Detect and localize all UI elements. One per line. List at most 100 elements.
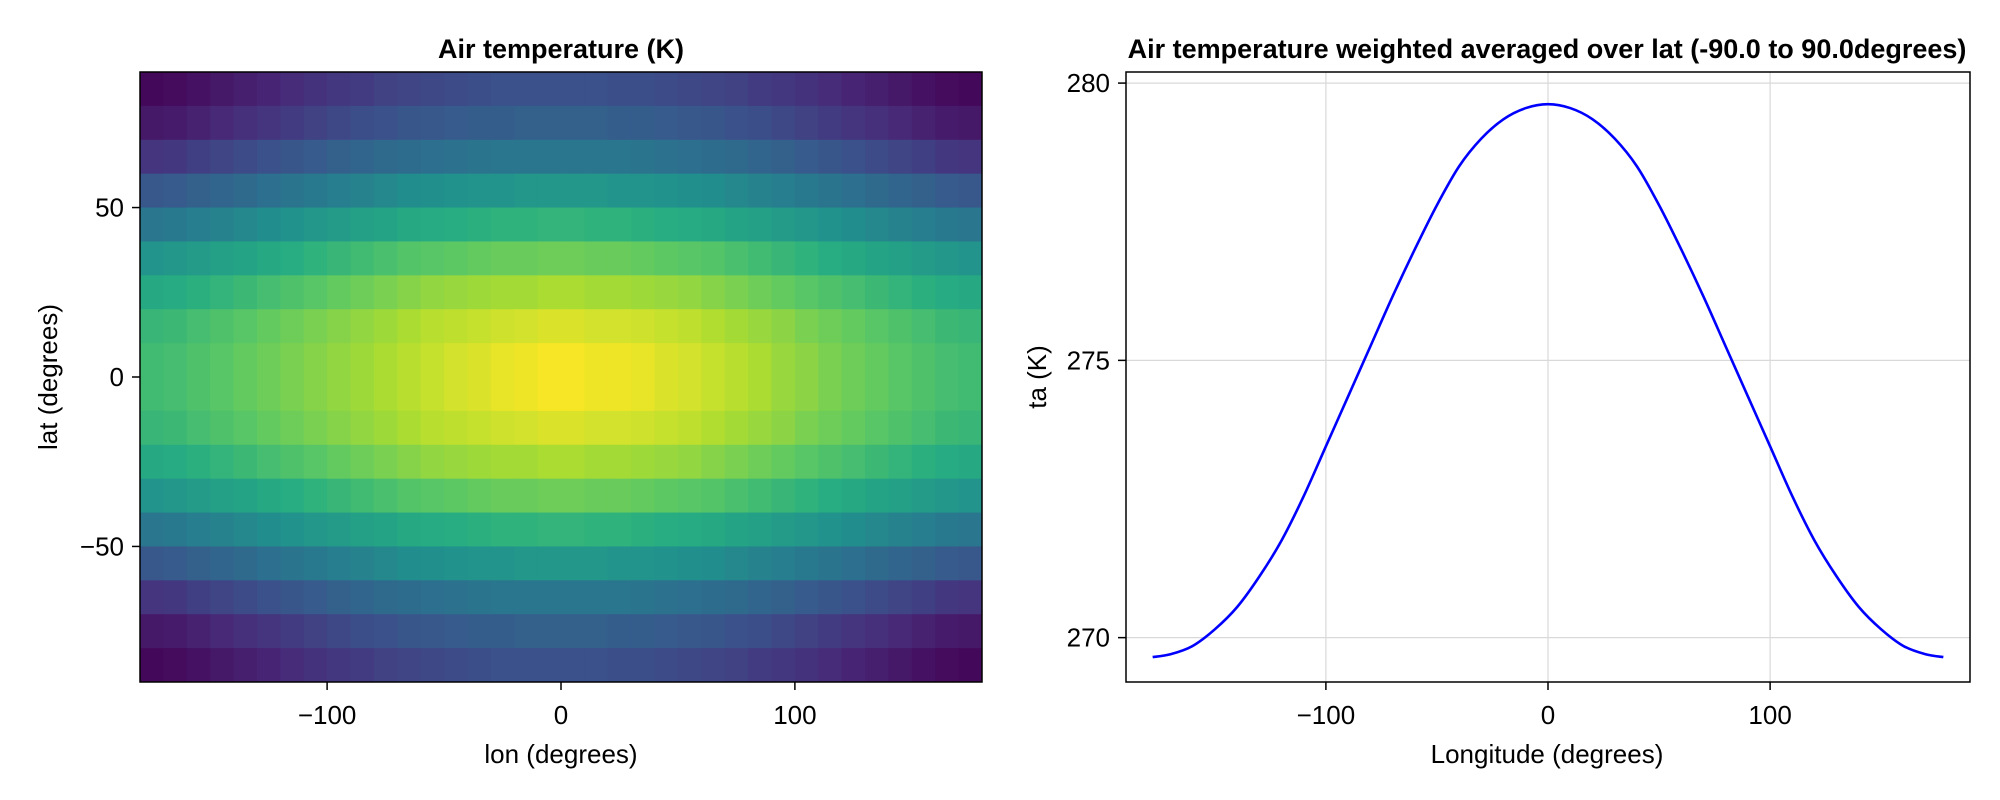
heatmap-cell bbox=[771, 377, 796, 412]
heatmap-cell bbox=[958, 173, 982, 209]
heatmap-cell bbox=[444, 648, 469, 682]
heatmap-cell bbox=[140, 648, 165, 682]
heatmap-x-tick-label: −100 bbox=[298, 700, 357, 730]
heatmap-cell bbox=[865, 105, 890, 141]
heatmap-cell bbox=[631, 139, 656, 175]
heatmap-cell bbox=[818, 614, 843, 649]
heatmap-cell bbox=[397, 173, 422, 209]
heatmap-cell bbox=[140, 478, 165, 514]
heatmap-cell bbox=[935, 614, 960, 649]
heatmap-cell bbox=[186, 173, 211, 209]
heatmap-cell bbox=[935, 173, 960, 209]
heatmap-cell bbox=[888, 444, 913, 480]
heatmap-cell bbox=[210, 377, 235, 412]
heatmap-cell bbox=[701, 241, 726, 277]
heatmap-cell bbox=[584, 309, 609, 344]
heatmap-cell bbox=[865, 478, 890, 514]
heatmap-cell bbox=[303, 478, 328, 514]
heatmap-cell bbox=[724, 377, 749, 412]
heatmap-cell bbox=[397, 139, 422, 175]
heatmap-cell bbox=[514, 343, 539, 378]
heatmap-cell bbox=[771, 309, 796, 344]
heatmap-cell bbox=[771, 410, 796, 446]
heatmap-cell bbox=[677, 343, 703, 378]
heatmap-cell bbox=[280, 173, 305, 209]
heatmap-cell bbox=[256, 241, 282, 277]
heatmap-cell bbox=[654, 410, 679, 446]
heatmap-cell bbox=[256, 207, 282, 243]
heatmap-cell bbox=[490, 343, 516, 378]
heatmap-cell bbox=[256, 377, 282, 412]
heatmap-cell bbox=[303, 72, 328, 107]
heatmap-cell bbox=[607, 410, 632, 446]
heatmap-cell bbox=[256, 72, 282, 107]
heatmap-cell bbox=[210, 105, 235, 141]
heatmap-cell bbox=[607, 241, 632, 277]
heatmap-cell bbox=[888, 478, 913, 514]
heatmap-cell bbox=[163, 377, 188, 412]
heatmap-cell bbox=[841, 410, 866, 446]
heatmap-cell bbox=[607, 173, 632, 209]
heatmap-cell bbox=[256, 139, 282, 175]
heatmap-cell bbox=[350, 377, 375, 412]
heatmap-cell bbox=[888, 546, 913, 582]
heatmap-cell bbox=[490, 546, 516, 582]
heatmap-cell bbox=[303, 444, 328, 480]
heatmap-cell bbox=[420, 72, 445, 107]
heatmap-cell bbox=[677, 139, 703, 175]
heatmap-cell bbox=[327, 343, 352, 378]
heatmap-cell bbox=[186, 377, 211, 412]
heatmap-cell bbox=[186, 444, 211, 480]
heatmap-cell bbox=[163, 444, 188, 480]
heatmap-cell bbox=[771, 546, 796, 582]
heatmap-cell bbox=[467, 512, 492, 548]
heatmap-cell bbox=[140, 139, 165, 175]
heatmap-cell bbox=[677, 241, 703, 277]
heatmap-cell bbox=[233, 614, 258, 649]
heatmap-cell bbox=[911, 207, 937, 243]
heatmap-cell bbox=[631, 546, 656, 582]
heatmap-y-ticks: −50 0 50 bbox=[80, 193, 140, 561]
heatmap-cell bbox=[677, 207, 703, 243]
heatmap-cell bbox=[841, 648, 866, 682]
heatmap-cell bbox=[350, 648, 375, 682]
heatmap-cell bbox=[514, 410, 539, 446]
heatmap-cell bbox=[958, 478, 982, 514]
heatmap-cell bbox=[888, 377, 913, 412]
heatmap-cell bbox=[256, 580, 282, 616]
heatmap-cell bbox=[654, 241, 679, 277]
heatmap-cell bbox=[186, 410, 211, 446]
heatmap-cell bbox=[935, 72, 960, 107]
heatmap-cell bbox=[654, 377, 679, 412]
heatmap-cell bbox=[631, 444, 656, 480]
heatmap-cell bbox=[561, 275, 586, 311]
heatmap-cell bbox=[397, 580, 422, 616]
heatmap-cell bbox=[397, 309, 422, 344]
heatmap-cell bbox=[771, 444, 796, 480]
heatmap-cell bbox=[514, 207, 539, 243]
heatmap-cell bbox=[210, 614, 235, 649]
heatmap-cell bbox=[631, 512, 656, 548]
heatmap-cell bbox=[397, 207, 422, 243]
heatmap-cell bbox=[327, 207, 352, 243]
heatmap-cell bbox=[888, 614, 913, 649]
heatmap-cell bbox=[958, 580, 982, 616]
heatmap-cell bbox=[467, 139, 492, 175]
heatmap-cell bbox=[701, 139, 726, 175]
heatmap-cell bbox=[490, 207, 516, 243]
heatmap-cell bbox=[420, 410, 445, 446]
heatmap-cell bbox=[140, 105, 165, 141]
heatmap-cell bbox=[724, 105, 749, 141]
heatmap-cell bbox=[701, 478, 726, 514]
heatmap-cell bbox=[561, 377, 586, 412]
heatmap-cell bbox=[794, 444, 820, 480]
heatmap-cell bbox=[327, 241, 352, 277]
heatmap-cell bbox=[210, 410, 235, 446]
heatmap-cell bbox=[280, 512, 305, 548]
heatmap-cell bbox=[420, 580, 445, 616]
heatmap-cell bbox=[818, 478, 843, 514]
heatmap-cell bbox=[397, 546, 422, 582]
heatmap-cell bbox=[537, 72, 562, 107]
heatmap-cell bbox=[303, 546, 328, 582]
heatmap-cell bbox=[911, 648, 937, 682]
